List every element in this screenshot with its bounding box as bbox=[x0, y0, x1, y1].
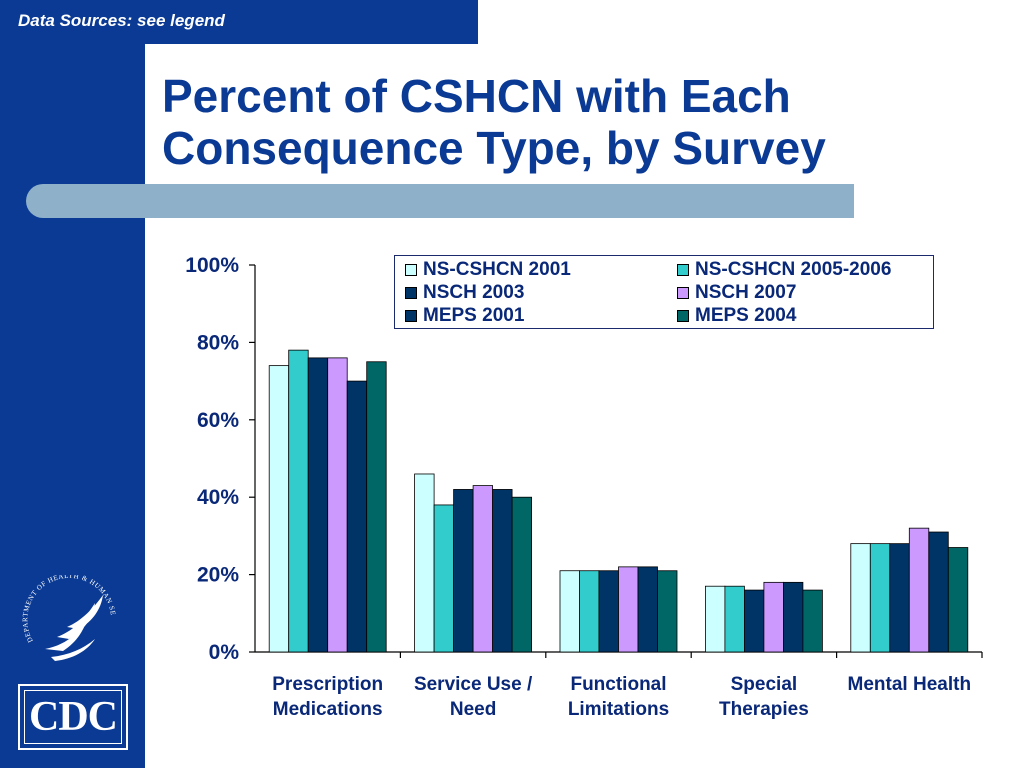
legend-swatch bbox=[677, 264, 689, 276]
x-category-label: Therapies bbox=[719, 699, 809, 720]
bar bbox=[346, 380, 368, 653]
legend-item: NS-CSHCN 2001 bbox=[405, 259, 571, 281]
hhs-eagle-seal-icon: DEPARTMENT OF HEALTH & HUMAN SERVICES · … bbox=[15, 575, 116, 661]
bar bbox=[724, 585, 745, 653]
bar bbox=[511, 496, 532, 653]
bar bbox=[763, 581, 784, 653]
bar bbox=[307, 357, 329, 653]
bar bbox=[783, 581, 804, 653]
slide-title: Percent of CSHCN with Each Consequence T… bbox=[162, 70, 982, 174]
bar bbox=[598, 570, 619, 653]
bar bbox=[414, 473, 435, 653]
bar bbox=[908, 527, 930, 653]
bar bbox=[850, 543, 871, 653]
title-divider-bar bbox=[26, 184, 854, 218]
bar bbox=[744, 589, 765, 653]
legend-item: NS-CSHCN 2005-2006 bbox=[677, 259, 891, 281]
legend-item: MEPS 2004 bbox=[677, 305, 796, 327]
x-category-label: Special bbox=[731, 674, 798, 695]
legend-swatch bbox=[405, 310, 417, 322]
y-tick-label: 60% bbox=[197, 409, 239, 432]
bar bbox=[472, 485, 494, 653]
y-tick-label: 100% bbox=[185, 254, 239, 277]
legend-label: NS-CSHCN 2001 bbox=[423, 259, 571, 280]
legend-label: NS-CSHCN 2005-2006 bbox=[695, 259, 892, 280]
x-category-label: Limitations bbox=[568, 699, 669, 720]
y-tick-label: 40% bbox=[197, 486, 239, 509]
bar bbox=[802, 589, 823, 653]
bar bbox=[559, 570, 580, 653]
bar bbox=[869, 543, 891, 653]
legend-item: MEPS 2001 bbox=[405, 305, 524, 327]
y-tick-label: 20% bbox=[197, 564, 239, 587]
bar bbox=[453, 489, 474, 653]
bar bbox=[288, 349, 309, 653]
cdc-logo: CDC bbox=[18, 684, 128, 750]
bar bbox=[492, 489, 513, 653]
legend-swatch bbox=[677, 310, 689, 322]
legend-label: NSCH 2007 bbox=[695, 282, 797, 303]
cdc-logo-text: CDC bbox=[24, 690, 122, 744]
slide-title-line-1: Percent of CSHCN with Each bbox=[162, 70, 791, 122]
legend-swatch bbox=[405, 287, 417, 299]
bar bbox=[579, 570, 600, 653]
bar bbox=[947, 547, 969, 653]
legend-item: NSCH 2003 bbox=[405, 282, 524, 304]
legend-label: MEPS 2001 bbox=[423, 305, 525, 326]
bar bbox=[637, 566, 658, 653]
y-tick-label: 80% bbox=[197, 331, 239, 354]
x-category-label: Functional bbox=[570, 674, 666, 695]
legend-label: NSCH 2003 bbox=[423, 282, 525, 303]
bar bbox=[433, 504, 455, 653]
bar bbox=[366, 361, 387, 653]
x-category-label: Medications bbox=[273, 699, 383, 720]
legend-label: MEPS 2004 bbox=[695, 305, 797, 326]
bar bbox=[705, 585, 726, 653]
slide-title-line-2: Consequence Type, by Survey bbox=[162, 122, 826, 174]
legend-swatch bbox=[405, 264, 417, 276]
chart-legend: NS-CSHCN 2001 NS-CSHCN 2005-2006 NSCH 2003… bbox=[394, 255, 934, 329]
x-category-label: Prescription bbox=[272, 674, 383, 695]
bar bbox=[889, 543, 910, 653]
bar bbox=[618, 566, 639, 653]
x-category-label: Need bbox=[450, 699, 496, 720]
bar bbox=[268, 365, 290, 653]
slide-top-band: Data Sources: see legend bbox=[0, 0, 478, 44]
legend-swatch bbox=[677, 287, 689, 299]
bar bbox=[327, 357, 348, 653]
bar bbox=[657, 570, 678, 653]
bar bbox=[928, 531, 949, 653]
y-tick-label: 0% bbox=[209, 641, 240, 664]
x-category-label: Service Use / bbox=[414, 674, 533, 695]
x-category-label: Mental Health bbox=[848, 674, 972, 695]
legend-item: NSCH 2007 bbox=[677, 282, 796, 304]
data-sources-note: Data Sources: see legend bbox=[18, 11, 225, 30]
